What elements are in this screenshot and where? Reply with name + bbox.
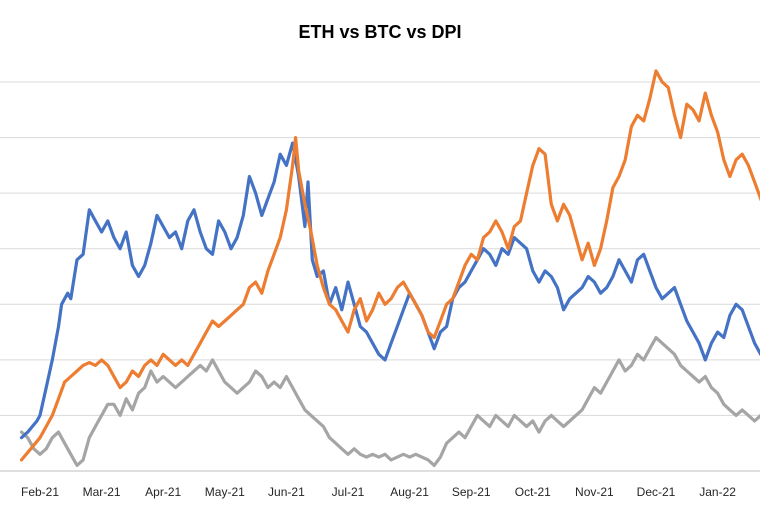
x-tick-label: Sep-21 [452,485,491,499]
x-tick-label: Nov-21 [575,485,614,499]
x-tick-label: May-21 [205,485,245,499]
x-tick-label: Jun-21 [268,485,305,499]
x-tick-label: Oct-21 [515,485,551,499]
x-tick-label: Apr-21 [145,485,181,499]
series-line-1 [19,69,760,462]
x-tick-label: Dec-21 [637,485,676,499]
x-tick-label: Jan-22 [699,485,736,499]
series-line-0 [19,141,760,440]
x-tick-label: Mar-21 [83,485,121,499]
x-tick-label: Feb-21 [21,485,59,499]
x-tick-label: Aug-21 [390,485,429,499]
x-axis: Feb-21 Mar-21 Apr-21 May-21 Jun-21 Jul-21 Aug-… [0,470,760,499]
series-lines [19,69,760,467]
chart-title: ETH vs BTC vs DPI [298,22,462,42]
gridlines [0,81,760,416]
x-tick-label: Jul-21 [332,485,365,499]
series-line-2 [19,336,760,467]
